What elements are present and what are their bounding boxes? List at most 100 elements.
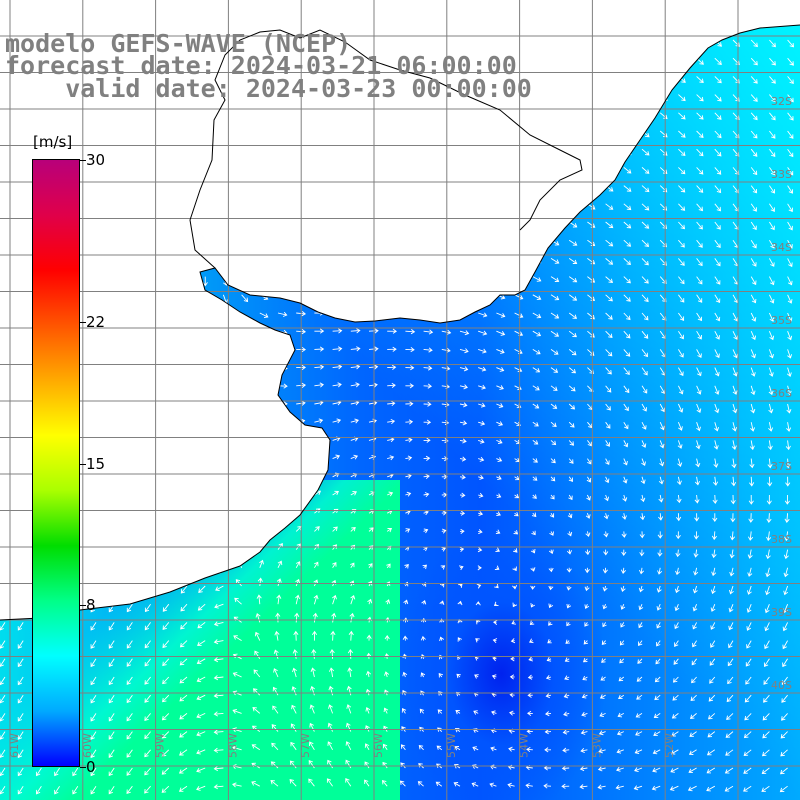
wind-arrow	[602, 585, 608, 592]
wind-arrow	[477, 565, 482, 571]
wind-arrow	[459, 438, 467, 444]
wind-arrow	[656, 585, 662, 593]
wind-arrow	[108, 694, 115, 704]
wind-arrow	[726, 694, 734, 703]
longitude-label: 56W	[372, 733, 385, 758]
wind-arrow	[749, 440, 755, 451]
wind-arrow	[383, 743, 388, 751]
wind-arrow	[732, 403, 738, 414]
wind-arrow	[605, 276, 614, 284]
wind-arrow	[232, 745, 242, 751]
wind-arrow	[605, 403, 611, 411]
wind-arrow	[750, 294, 757, 304]
wind-arrow	[309, 722, 315, 732]
wind-arrow	[417, 781, 424, 787]
wind-arrow	[478, 492, 484, 498]
wind-arrow	[108, 785, 115, 795]
wind-arrow	[724, 767, 734, 774]
wind-arrow	[696, 349, 702, 359]
wind-arrow	[602, 604, 608, 610]
wind-arrow	[350, 346, 361, 352]
wind-arrow	[421, 617, 427, 623]
wind-arrow	[179, 749, 188, 756]
wind-arrow	[787, 276, 793, 286]
wind-arrow	[478, 474, 484, 480]
wind-arrow	[709, 658, 716, 666]
wind-arrow	[478, 384, 486, 390]
wind-arrow	[641, 385, 648, 394]
wind-arrow	[251, 781, 261, 787]
wind-arrow	[332, 364, 343, 370]
wind-arrow	[678, 367, 684, 377]
wind-arrow	[350, 454, 359, 460]
wind-arrow	[714, 422, 720, 432]
wind-arrow	[696, 148, 704, 157]
wind-arrow	[677, 422, 683, 431]
wind-arrow	[496, 493, 502, 499]
wind-arrow	[622, 494, 628, 502]
wind-arrow	[404, 564, 409, 569]
wind-arrow	[108, 640, 115, 649]
wind-arrow	[513, 529, 519, 535]
wind-arrow	[310, 685, 315, 696]
wind-arrow	[690, 694, 697, 702]
wind-arrow	[126, 785, 133, 795]
wind-arrow	[725, 731, 734, 738]
wind-arrow	[108, 658, 115, 667]
wind-arrow	[605, 349, 613, 357]
wind-arrow	[197, 640, 206, 647]
wind-arrow	[585, 513, 591, 519]
wind-arrow	[368, 346, 379, 352]
wind-arrow	[696, 130, 704, 138]
wind-arrow	[531, 530, 536, 536]
wind-arrow	[439, 600, 445, 605]
wind-arrow	[161, 767, 170, 775]
wind-arrow	[549, 512, 555, 518]
wind-arrow	[623, 294, 631, 302]
wind-arrow	[641, 294, 649, 303]
colorbar-gradient	[33, 160, 79, 766]
wind-arrow	[641, 421, 647, 430]
wind-arrow	[767, 476, 773, 487]
wind-arrow	[272, 686, 279, 696]
wind-arrow	[580, 747, 588, 754]
wind-arrow	[496, 367, 505, 372]
wind-arrow	[566, 603, 572, 609]
wind-arrow	[634, 767, 643, 773]
wind-arrow	[785, 440, 791, 451]
wind-arrow	[713, 440, 719, 450]
wind-arrow	[162, 676, 170, 685]
wind-arrow	[768, 294, 775, 304]
wind-arrow	[623, 367, 630, 376]
wind-arrow	[473, 710, 479, 715]
wind-arrow	[386, 528, 393, 533]
wind-arrow	[761, 785, 770, 792]
wind-arrow	[400, 744, 406, 751]
wind-arrow	[196, 694, 206, 701]
wind-arrow	[623, 221, 632, 229]
wind-arrow	[548, 585, 554, 591]
wind-arrow	[676, 476, 682, 486]
wind-arrow	[384, 671, 390, 678]
wind-arrow	[678, 94, 686, 102]
wind-arrow	[550, 330, 560, 337]
model-title: modelo GEFS-WAVE (NCEP)	[5, 29, 352, 58]
wind-arrow	[496, 348, 505, 354]
wind-arrow	[768, 331, 775, 341]
wind-arrow	[478, 348, 487, 354]
wind-arrow	[459, 384, 468, 390]
wind-arrow	[508, 746, 515, 752]
wind-arrow	[605, 440, 610, 447]
wind-arrow	[196, 749, 206, 755]
wind-arrow	[787, 203, 793, 213]
wind-arrow	[633, 785, 643, 791]
wind-arrow	[714, 94, 722, 102]
wind-arrow	[730, 513, 736, 523]
wind-arrow	[712, 476, 719, 486]
wind-arrow	[768, 403, 774, 414]
wind-arrow	[405, 365, 415, 371]
wind-arrow	[641, 148, 650, 156]
wind-arrow	[678, 258, 685, 266]
wind-arrow	[528, 656, 533, 662]
wind-arrow	[530, 585, 536, 590]
